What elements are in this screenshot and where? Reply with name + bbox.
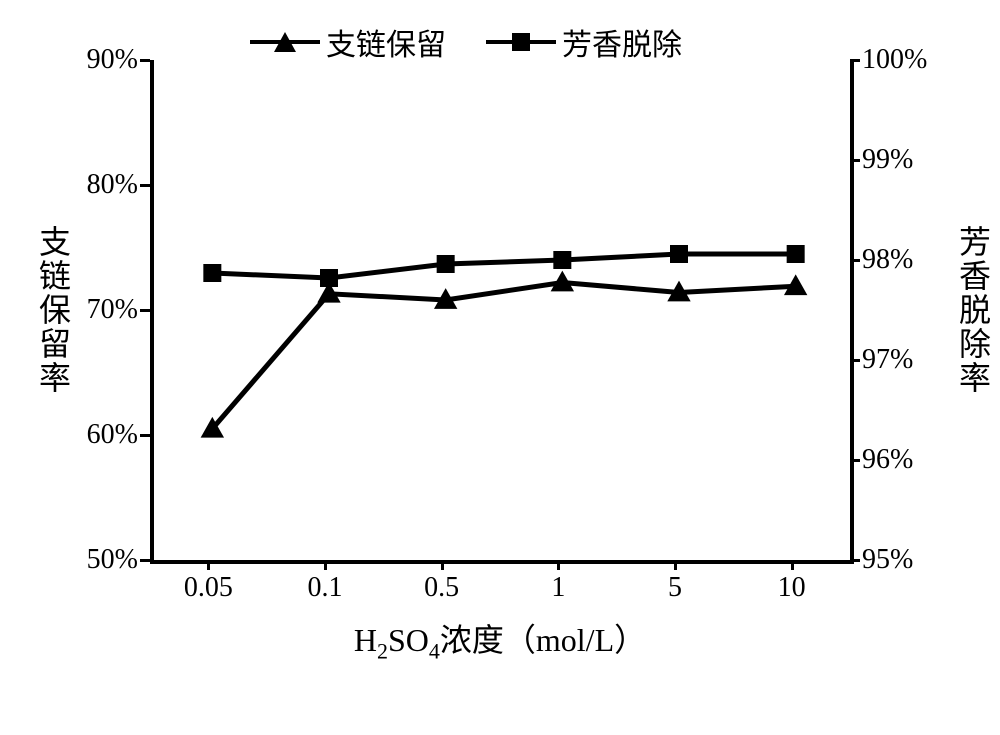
series-line <box>212 283 795 429</box>
y-left-tick-mark <box>140 559 150 562</box>
legend-line <box>250 40 320 44</box>
y-right-tick-mark <box>850 359 860 362</box>
y-left-tick-label: 70% <box>87 294 138 326</box>
y-right-tick-mark <box>850 259 860 262</box>
y-right-tick-mark <box>850 459 860 462</box>
y-left-tick-label: 80% <box>87 169 138 201</box>
chart-lines <box>154 60 854 560</box>
x-tick-mark <box>557 560 560 570</box>
y-right-tick-label: 98% <box>862 244 913 276</box>
xlabel-part: H <box>354 622 377 658</box>
y-axis-right-label: 芳香脱除率 <box>950 225 996 395</box>
legend-label: 支链保留 <box>326 20 446 64</box>
x-tick-label: 5 <box>668 572 682 604</box>
y-left-tick-label: 90% <box>87 44 138 76</box>
legend-line <box>486 40 556 44</box>
x-tick-mark <box>674 560 677 570</box>
y-right-tick-mark <box>850 59 860 62</box>
x-tick-label: 1 <box>551 572 565 604</box>
x-tick-label: 10 <box>778 572 806 604</box>
y-right-tick-mark <box>850 559 860 562</box>
y-right-tick-mark <box>850 159 860 162</box>
x-tick-label: 0.05 <box>184 572 233 604</box>
chart-container: 支链保留 芳香脱除 支链保留率 芳香脱除率 H2SO4浓度（mol/L） 50% 6… <box>0 0 1000 735</box>
square-icon <box>512 33 530 51</box>
legend: 支链保留 芳香脱除 <box>250 20 682 64</box>
marker-square <box>203 264 221 282</box>
x-tick-mark <box>791 560 794 570</box>
y-left-tick-mark <box>140 434 150 437</box>
marker-square <box>320 269 338 287</box>
marker-square <box>787 245 805 263</box>
x-tick-label: 0.5 <box>424 572 459 604</box>
y-left-tick-label: 60% <box>87 419 138 451</box>
legend-label: 芳香脱除 <box>562 20 682 64</box>
y-left-tick-mark <box>140 59 150 62</box>
x-tick-mark <box>207 560 210 570</box>
marker-square <box>670 245 688 263</box>
xlabel-part: 浓度（mol/L） <box>440 622 646 658</box>
y-left-tick-mark <box>140 309 150 312</box>
xlabel-part: SO <box>388 622 429 658</box>
y-right-tick-label: 100% <box>862 44 927 76</box>
marker-square <box>437 255 455 273</box>
y-left-tick-label: 50% <box>87 544 138 576</box>
xlabel-sub: 4 <box>429 638 440 663</box>
legend-item: 芳香脱除 <box>486 20 682 64</box>
x-tick-label: 0.1 <box>308 572 343 604</box>
x-tick-mark <box>441 560 444 570</box>
legend-item: 支链保留 <box>250 20 446 64</box>
x-tick-mark <box>324 560 327 570</box>
plot-area <box>150 60 850 560</box>
y-axis-left-label: 支链保留率 <box>30 225 76 395</box>
triangle-icon <box>274 32 296 52</box>
series-line <box>212 254 795 278</box>
xlabel-sub: 2 <box>377 638 388 663</box>
y-right-tick-label: 96% <box>862 444 913 476</box>
y-left-tick-mark <box>140 184 150 187</box>
y-right-tick-label: 97% <box>862 344 913 376</box>
y-right-tick-label: 95% <box>862 544 913 576</box>
x-axis-label: H2SO4浓度（mol/L） <box>354 615 646 664</box>
y-right-tick-label: 99% <box>862 144 913 176</box>
marker-square <box>553 251 571 269</box>
